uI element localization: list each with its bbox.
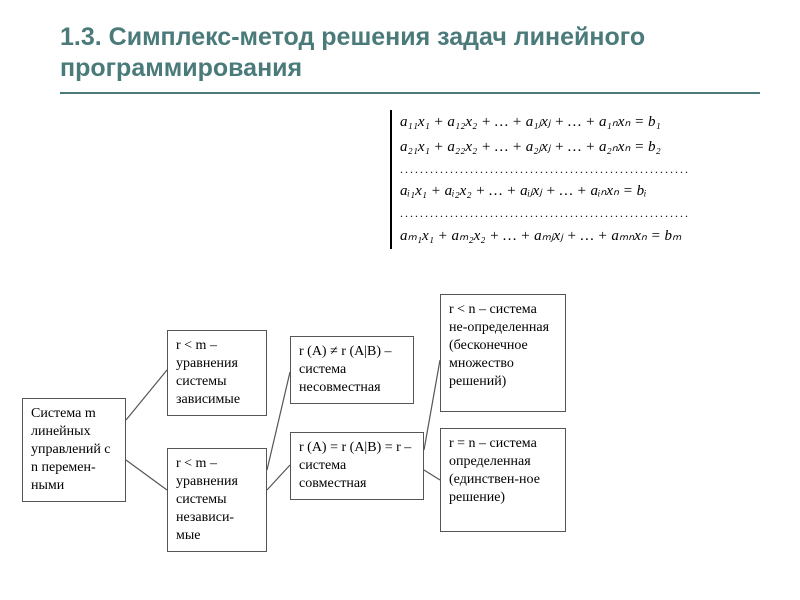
flowchart-node-n4: r (A) = r (A|B) = r – система совместная	[290, 432, 424, 500]
edge-n2-n4	[267, 465, 290, 490]
edge-n4-n6	[424, 470, 440, 480]
equation-line-2: a₂₁x₁ + a₂₂x₂ + … + a₂ⱼxⱼ + … + a₂ₙxₙ = …	[400, 135, 790, 160]
edge-n2-n3	[267, 372, 290, 470]
flowchart-node-n1: r < m – уравнения системы зависимые	[167, 330, 267, 416]
equation-system: a₁₁x₁ + a₁₂x₂ + … + a₁ⱼxⱼ + … + a₁ₙxₙ = …	[390, 110, 790, 249]
flowchart-node-n2: r < m – уравнения системы независи-мые	[167, 448, 267, 552]
equation-line-3: ........................................…	[400, 160, 790, 180]
equation-line-6: aₘ₁x₁ + aₘ₂x₂ + … + aₘⱼxⱼ + … + aₘₙxₙ = …	[400, 224, 790, 249]
equation-line-4: aᵢ₁x₁ + aᵢ₂x₂ + … + aᵢⱼxⱼ + … + aᵢₙxₙ = …	[400, 179, 790, 204]
flowchart-node-n5: r < n – система не-определенная (бесконе…	[440, 294, 566, 412]
edge-n4-n5	[424, 360, 440, 450]
flowchart-node-n3: r (A) ≠ r (A|B) – система несовместная	[290, 336, 414, 404]
page-title: 1.3. Симплекс-метод решения задач линейн…	[60, 22, 780, 85]
flowchart-node-n6: r = n – система определенная (единствен-…	[440, 428, 566, 532]
flowchart-node-root: Система m линейных управлений с n переме…	[22, 398, 126, 502]
edge-root-n1	[126, 370, 167, 420]
equation-line-1: a₁₁x₁ + a₁₂x₂ + … + a₁ⱼxⱼ + … + a₁ₙxₙ = …	[400, 110, 790, 135]
flowchart: Система m линейных управлений с n переме…	[0, 290, 800, 600]
equation-line-5: ........................................…	[400, 204, 790, 224]
title-underline	[60, 92, 760, 94]
edge-root-n2	[126, 460, 167, 490]
